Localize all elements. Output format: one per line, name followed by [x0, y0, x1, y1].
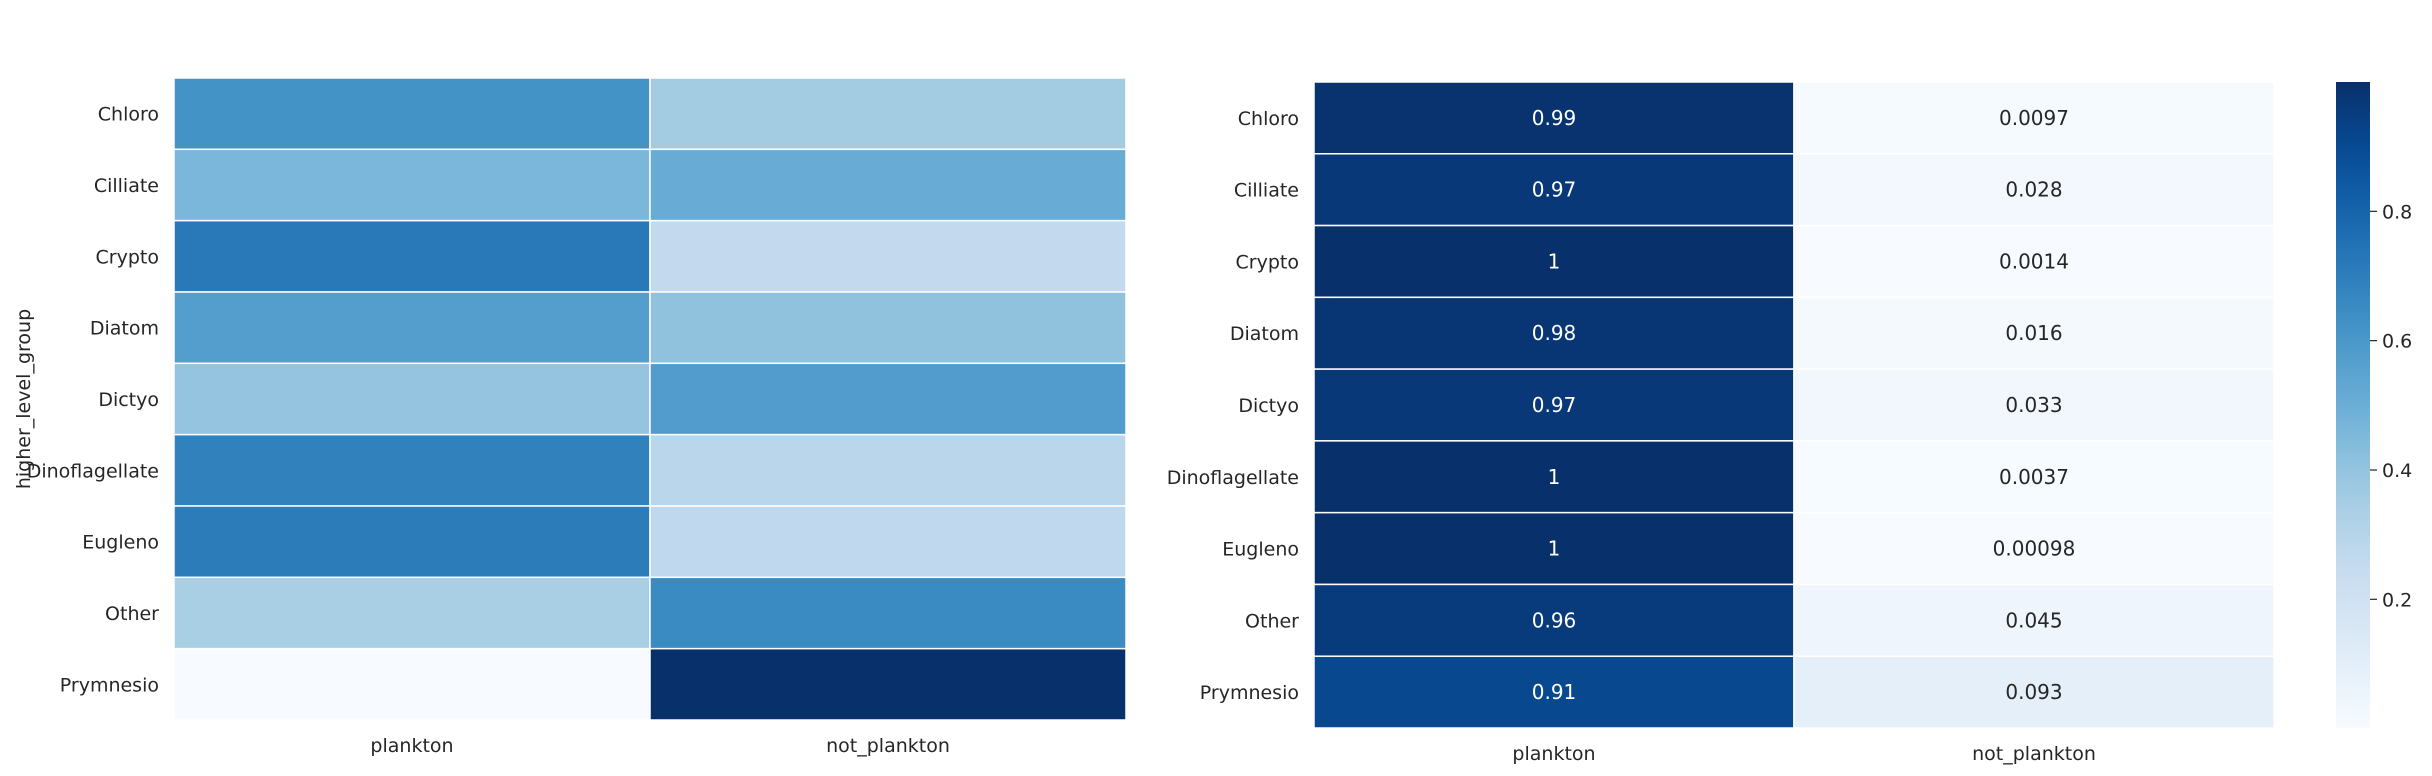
cell-value-label: 0.96 — [1532, 608, 1577, 632]
y-tick-label: Chloro — [1238, 108, 1299, 130]
cell-value-label: 1 — [1548, 537, 1561, 561]
heatmap-cell — [649, 148, 1127, 222]
cell-value-label: 0.0037 — [1999, 465, 2069, 489]
cell-value-label: 0.0097 — [1999, 106, 2069, 130]
heatmap-cell — [173, 77, 651, 151]
heatmap-cell — [1793, 153, 2275, 227]
heatmap-cell — [1793, 224, 2275, 299]
heatmap-cell — [649, 291, 1127, 365]
heatmap-cell — [1313, 224, 1795, 299]
heatmap-cell — [1313, 655, 1795, 729]
cell-value-label: 0.97 — [1532, 178, 1577, 202]
y-tick-label: Crypto — [96, 246, 159, 268]
cell-value-label: 0.97 — [1532, 393, 1577, 417]
y-tick-label: Dinoflagellate — [1167, 467, 1299, 489]
cell-value-label: 0.093 — [2005, 680, 2062, 704]
cell-value-label: 0.016 — [2005, 321, 2062, 345]
heatmap-cell — [173, 362, 651, 436]
heatmap-cell — [1793, 296, 2275, 370]
heatmap-cell — [649, 647, 1127, 721]
y-tick-label: Dictyo — [1238, 395, 1299, 417]
left-heatmap: Chloro Cilliate Crypto Diatom Dictyo Dinoflag… — [13, 77, 1127, 757]
cell-value-label: 0.0014 — [1999, 249, 2069, 273]
y-tick-label: Prymnesio — [1200, 682, 1299, 704]
x-tick-label: plankton — [1512, 743, 1595, 765]
heatmap-cell — [173, 576, 651, 650]
heatmap-cell — [1313, 511, 1795, 586]
cell-value-label: 0.028 — [2005, 178, 2062, 202]
cell-value-label: 0.045 — [2005, 608, 2062, 632]
y-tick-label: Eugleno — [82, 532, 159, 554]
y-tick-label: Eugleno — [1222, 539, 1299, 561]
heatmap-cell — [1793, 583, 2275, 657]
colorbar-tick-label: 0.6 — [2382, 331, 2412, 353]
heatmap-cell — [1313, 81, 1795, 155]
y-tick-label: Chloro — [98, 104, 159, 126]
y-tick-label: Cilliate — [94, 175, 159, 197]
colorbar-tick-label: 0.4 — [2382, 460, 2412, 482]
cell-value-label: 0.98 — [1532, 321, 1577, 345]
heatmap-cell — [173, 433, 651, 507]
heatmap-cell — [1793, 440, 2275, 514]
heatmap-cell — [173, 291, 651, 365]
x-tick-label: plankton — [370, 735, 453, 757]
heatmap-cell — [173, 219, 651, 293]
heatmap-cell — [1313, 153, 1795, 227]
heatmap-cell — [1793, 655, 2275, 729]
cell-value-label: 1 — [1548, 465, 1561, 489]
y-tick-label: Prymnesio — [60, 674, 159, 696]
colorbar: 0.2 0.4 0.6 0.8 — [2336, 82, 2412, 728]
cell-value-label: 0.99 — [1532, 106, 1577, 130]
cell-value-label: 0.00098 — [1993, 537, 2076, 561]
y-tick-label: Crypto — [1236, 251, 1299, 273]
colorbar-tick-label: 0.8 — [2382, 201, 2412, 223]
heatmap-cell — [173, 505, 651, 579]
heatmap-cell — [649, 219, 1127, 293]
cell-value-label: 0.91 — [1532, 680, 1577, 704]
heatmap-cell — [1793, 368, 2275, 442]
heatmap-cell — [649, 362, 1127, 436]
heatmap-cell — [649, 433, 1127, 507]
y-tick-label: Other — [105, 603, 159, 625]
right-heatmap: 0.99 0.0097 0.97 0.028 1 0.0014 0.98 0.016 0.97 0… — [1167, 81, 2275, 765]
heatmap-cell — [649, 576, 1127, 650]
y-tick-label: Other — [1245, 610, 1299, 632]
heatmap-cell — [649, 505, 1127, 579]
heatmap-cell — [649, 77, 1127, 151]
cell-value-label: 1 — [1548, 249, 1561, 273]
x-tick-label: not_plankton — [1972, 743, 2096, 765]
heatmap-cell — [173, 647, 651, 721]
y-tick-label: Diatom — [1230, 323, 1299, 345]
colorbar-gradient — [2336, 82, 2370, 728]
cell-value-label: 0.033 — [2005, 393, 2062, 417]
colorbar-tick-label: 0.2 — [2382, 589, 2412, 611]
y-tick-label: Diatom — [90, 318, 159, 340]
heatmap-cell — [1793, 511, 2275, 586]
heatmap-cell — [173, 148, 651, 222]
y-axis-label: higher_level_group — [13, 309, 35, 489]
y-tick-label: Cilliate — [1234, 180, 1299, 202]
y-tick-label: Dictyo — [98, 389, 159, 411]
heatmap-cell — [1793, 81, 2275, 155]
y-tick-label: Dinoflagellate — [27, 460, 159, 482]
x-tick-label: not_plankton — [826, 735, 950, 757]
